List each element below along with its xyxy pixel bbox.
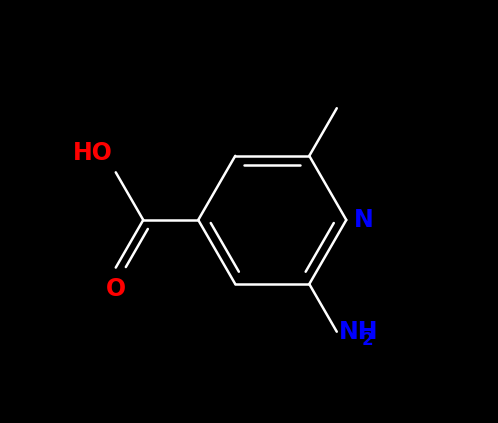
Text: N: N — [354, 208, 374, 232]
Text: 2: 2 — [362, 331, 374, 349]
Text: O: O — [106, 277, 126, 301]
Text: NH: NH — [339, 320, 378, 344]
Text: HO: HO — [73, 141, 113, 165]
